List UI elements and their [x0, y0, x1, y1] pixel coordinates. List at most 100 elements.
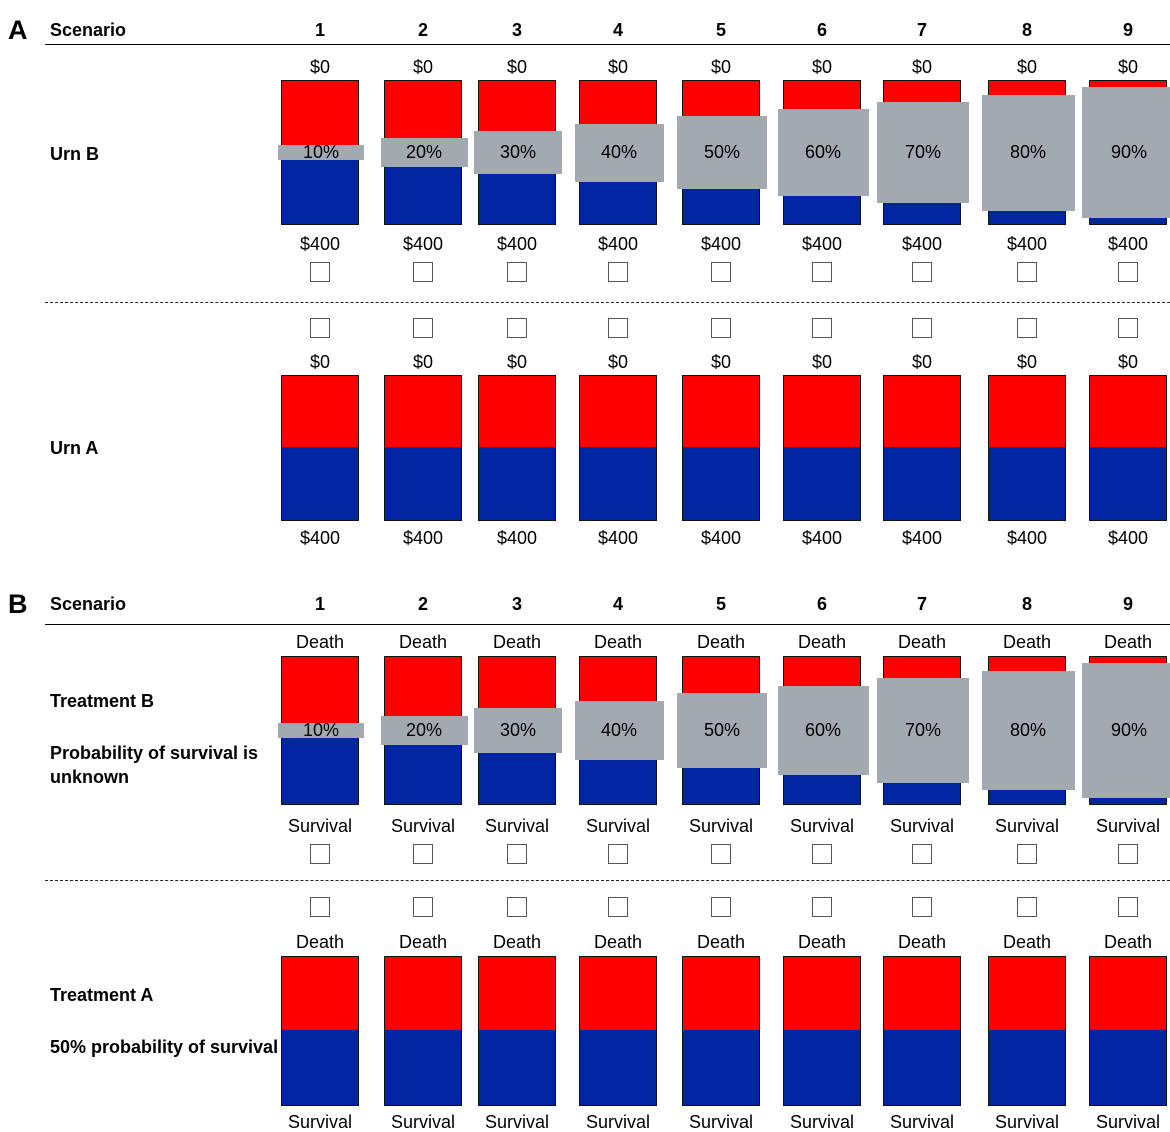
choice-checkbox[interactable]: [1118, 262, 1138, 282]
urn-bottom-label: $400: [597, 234, 639, 254]
urn-box: [281, 956, 359, 1106]
choice-checkbox[interactable]: [608, 897, 628, 917]
unknown-percent-label: 80%: [1009, 142, 1047, 162]
choice-checkbox[interactable]: [1017, 318, 1037, 338]
choice-checkbox[interactable]: [310, 318, 330, 338]
urn-bottom-label: $400: [402, 234, 444, 254]
unknown-cover: 80%: [981, 94, 1075, 211]
choice-checkbox[interactable]: [608, 262, 628, 282]
red-segment: [683, 957, 759, 1032]
unknown-percent-label: 40%: [600, 142, 638, 162]
urn-top-label: Death: [398, 632, 448, 652]
choice-checkbox[interactable]: [310, 897, 330, 917]
urn-box: [988, 375, 1066, 521]
choice-checkbox[interactable]: [507, 262, 527, 282]
blue-segment: [282, 1030, 358, 1105]
urn-bottom-label: $400: [496, 528, 538, 548]
blue-segment: [580, 1030, 656, 1105]
urn-b-label: Urn B: [50, 144, 99, 164]
urn-top-label: Death: [492, 932, 542, 952]
unknown-cover: 60%: [777, 685, 869, 776]
urn-top-label: $0: [911, 57, 933, 77]
choice-checkbox[interactable]: [507, 318, 527, 338]
choice-checkbox[interactable]: [310, 844, 330, 864]
unknown-cover: 90%: [1082, 87, 1170, 218]
red-segment: [784, 376, 860, 449]
choice-checkbox[interactable]: [711, 844, 731, 864]
unknown-cover: 20%: [380, 715, 468, 746]
urn-bottom-label: $400: [700, 528, 742, 548]
urn-box: [478, 956, 556, 1106]
urn-top-label: $0: [1016, 352, 1038, 372]
scenario-number-2: 2: [417, 594, 428, 614]
unknown-percent-label: 40%: [600, 719, 638, 740]
scenario-number-7: 7: [916, 20, 927, 40]
urn-box: 20%: [380, 80, 468, 225]
blue-segment: [683, 447, 759, 520]
blue-segment: [282, 447, 358, 520]
blue-segment: [989, 447, 1065, 520]
urn-bottom-label: $400: [496, 234, 538, 254]
choice-checkbox[interactable]: [413, 897, 433, 917]
choice-checkbox[interactable]: [1118, 318, 1138, 338]
unknown-percent-label: 70%: [904, 719, 942, 740]
urn-box: 30%: [474, 656, 562, 805]
choice-checkbox[interactable]: [608, 844, 628, 864]
unknown-percent-label: 20%: [405, 719, 443, 740]
treatment-a-sublabel: 50% probability of survival: [50, 1037, 279, 1057]
urn-box: 60%: [777, 80, 869, 225]
choice-checkbox[interactable]: [711, 318, 731, 338]
blue-segment: [683, 1030, 759, 1105]
choice-checkbox[interactable]: [812, 844, 832, 864]
choice-checkbox[interactable]: [413, 318, 433, 338]
choice-checkbox[interactable]: [912, 844, 932, 864]
treatment-b-label: Treatment B: [50, 691, 155, 711]
choice-checkbox[interactable]: [1118, 897, 1138, 917]
choice-checkbox[interactable]: [507, 844, 527, 864]
urn-box: [682, 375, 760, 521]
urn-box: [883, 375, 961, 521]
blue-segment: [884, 447, 960, 520]
unknown-cover: 60%: [777, 109, 869, 196]
urn-bottom-label: Survival: [789, 1112, 855, 1132]
choice-checkbox[interactable]: [912, 262, 932, 282]
blue-segment: [282, 729, 358, 804]
urn-box: [1089, 956, 1167, 1106]
choice-checkbox[interactable]: [812, 262, 832, 282]
choice-checkbox[interactable]: [1017, 844, 1037, 864]
choice-checkbox[interactable]: [912, 318, 932, 338]
urn-bottom-label: $400: [597, 528, 639, 548]
choice-checkbox[interactable]: [1118, 844, 1138, 864]
choice-checkbox[interactable]: [1017, 262, 1037, 282]
choice-checkbox[interactable]: [608, 318, 628, 338]
urn-bottom-label: Survival: [585, 816, 651, 836]
urn-box: [988, 956, 1066, 1106]
urn-bottom-label: Survival: [585, 1112, 651, 1132]
panel-b-header-rule: [45, 624, 1170, 625]
panel-a-letter: A: [8, 15, 28, 45]
choice-checkbox[interactable]: [711, 262, 731, 282]
unknown-percent-label: 50%: [703, 720, 741, 740]
choice-checkbox[interactable]: [413, 262, 433, 282]
choice-checkbox[interactable]: [711, 897, 731, 917]
urn-bottom-label: $400: [801, 528, 843, 548]
unknown-percent-label: 20%: [405, 142, 443, 162]
choice-checkbox[interactable]: [1017, 897, 1037, 917]
choice-checkbox[interactable]: [413, 844, 433, 864]
red-segment: [385, 376, 461, 449]
unknown-percent-label: 10%: [302, 142, 340, 162]
blue-segment: [282, 151, 358, 224]
choice-checkbox[interactable]: [507, 897, 527, 917]
urn-top-label: Death: [696, 632, 746, 652]
choice-checkbox[interactable]: [812, 897, 832, 917]
scenario-number-1: 1: [314, 20, 325, 40]
urn-top-label: $0: [811, 352, 833, 372]
urn-bottom-label: Survival: [390, 1112, 456, 1132]
choice-checkbox[interactable]: [912, 897, 932, 917]
urn-top-label: $0: [607, 352, 629, 372]
choice-checkbox[interactable]: [812, 318, 832, 338]
choice-checkbox[interactable]: [310, 262, 330, 282]
urn-box: 70%: [877, 80, 969, 225]
unknown-cover: 70%: [877, 678, 969, 783]
urn-box: [384, 375, 462, 521]
